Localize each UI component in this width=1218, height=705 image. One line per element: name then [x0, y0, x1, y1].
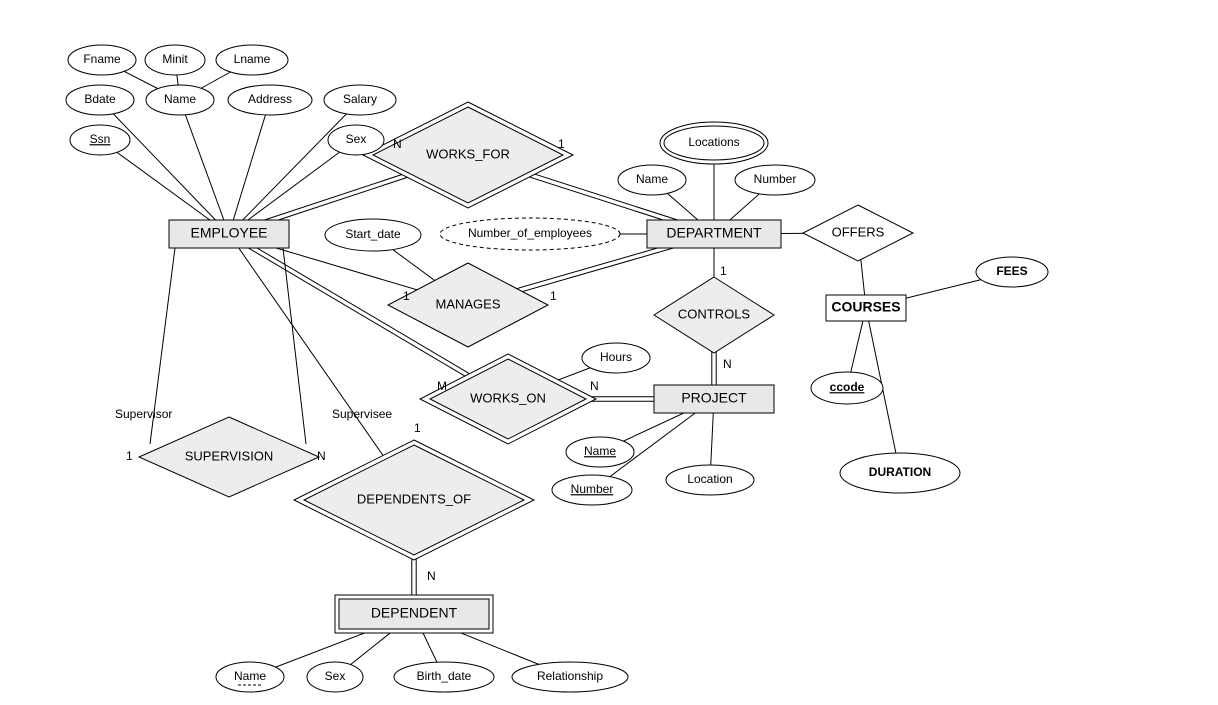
- entity-label: COURSES: [831, 299, 900, 315]
- er-diagram: WORKS_FOR MANAGES CONTROLS SUPERVISION WORKS…: [0, 0, 1218, 705]
- role-label: Supervisor: [115, 407, 172, 421]
- relationship-label: DEPENDENTS_OF: [357, 491, 471, 506]
- attribute-label: Name: [636, 172, 668, 186]
- attribute-label: FEES: [996, 264, 1027, 278]
- shapes-layer: [66, 45, 1048, 692]
- attribute-label: Minit: [162, 52, 188, 66]
- attribute-label: Number: [571, 482, 614, 496]
- cardinality-label: N: [723, 357, 732, 371]
- cardinality-label: N: [590, 379, 599, 393]
- attribute-label: Locations: [688, 135, 739, 149]
- attribute-label: Number: [754, 172, 797, 186]
- entity-label: DEPARTMENT: [666, 225, 762, 241]
- attribute-label: Hours: [600, 350, 632, 364]
- attribute-label: Sex: [346, 132, 367, 146]
- relationship-label: OFFERS: [832, 224, 885, 239]
- entity-label: PROJECT: [681, 390, 747, 406]
- attribute-label: Start_date: [345, 227, 401, 241]
- attribute-label: Location: [687, 472, 732, 486]
- attribute-label: Salary: [343, 92, 377, 106]
- attribute-label: DURATION: [869, 465, 931, 479]
- cardinality-label: 1: [403, 289, 410, 303]
- entity-label: DEPENDENT: [371, 605, 458, 621]
- attribute-label: Bdate: [84, 92, 116, 106]
- entity-label: EMPLOYEE: [190, 225, 267, 241]
- cardinality-label: 1: [550, 289, 557, 303]
- attribute-label: Sex: [325, 669, 346, 683]
- cardinality-label: 1: [558, 137, 565, 151]
- relationship-label: WORKS_FOR: [426, 146, 510, 161]
- attribute-label: Name: [584, 444, 616, 458]
- cardinality-label: 1: [720, 264, 727, 278]
- attribute-label: Fname: [83, 52, 121, 66]
- relationship-label: MANAGES: [435, 296, 500, 311]
- attribute-label: Name: [234, 669, 266, 683]
- attribute-label: Number_of_employees: [468, 226, 592, 240]
- cardinality-label: 1: [414, 421, 421, 435]
- attribute-label: Birth_date: [417, 669, 472, 683]
- role-label: Supervisee: [332, 407, 392, 421]
- attribute-label: Lname: [234, 52, 271, 66]
- attribute-label: ccode: [830, 380, 865, 394]
- relationship-label: SUPERVISION: [185, 448, 274, 463]
- cardinality-label: N: [393, 137, 402, 151]
- attribute-label: Relationship: [537, 669, 603, 683]
- relationship-label: CONTROLS: [678, 306, 751, 321]
- cardinality-label: N: [427, 569, 436, 583]
- attribute-label: Address: [248, 92, 292, 106]
- attribute-label: Ssn: [90, 132, 111, 146]
- cardinality-label: M: [437, 379, 447, 393]
- cardinality-label: N: [317, 449, 326, 463]
- attribute-label: Name: [164, 92, 196, 106]
- relationship-label: WORKS_ON: [470, 390, 546, 405]
- cardinality-label: 1: [126, 449, 133, 463]
